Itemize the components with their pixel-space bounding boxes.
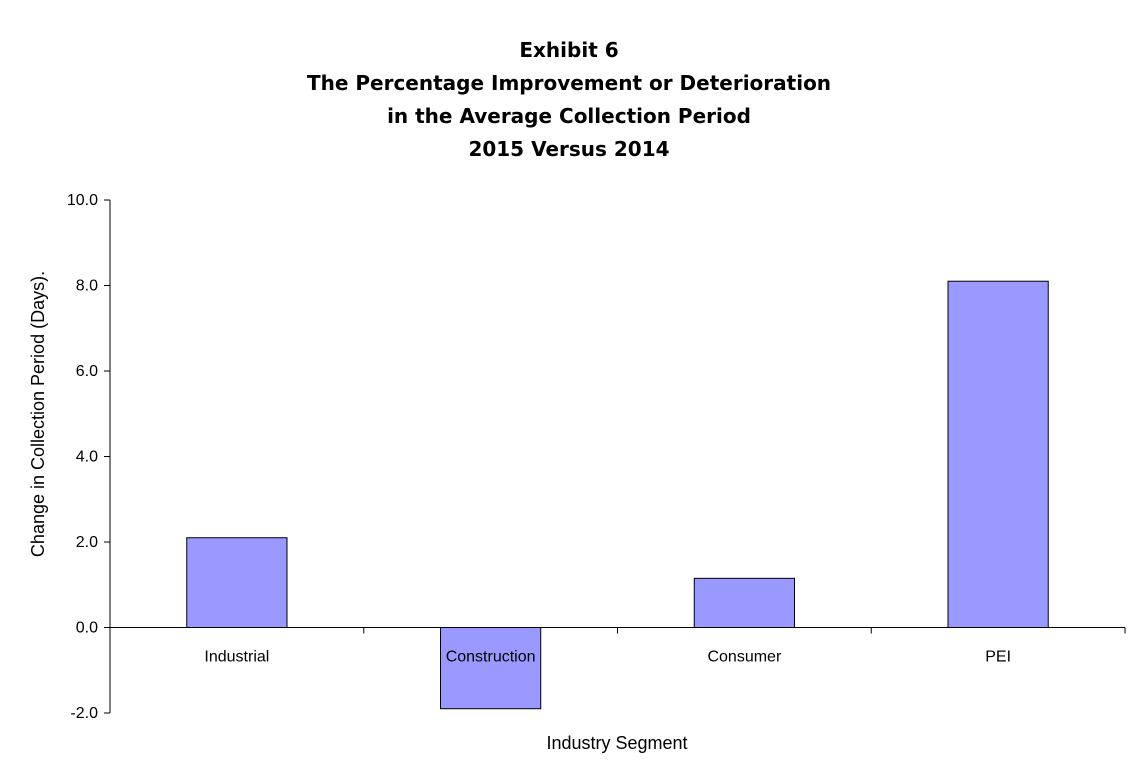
bar-construction <box>440 627 542 710</box>
category-label: Consumer <box>707 649 781 666</box>
y-tick-label: 10.0 <box>67 192 98 209</box>
chart-title: Exhibit 6 <box>519 38 619 62</box>
chart-title-block: Exhibit 6 The Percentage Improvement or … <box>0 34 1138 166</box>
y-tick-label: 8.0 <box>76 278 98 295</box>
y-tick-label: 4.0 <box>76 449 98 466</box>
category-label: Construction <box>446 649 536 666</box>
x-axis-title: Industry Segment <box>546 733 687 753</box>
y-axis-title: Change in Collection Period (Days). <box>28 271 48 557</box>
chart-title-line-3: in the Average Collection Period <box>387 104 751 128</box>
y-tick-label: -2.0 <box>70 705 98 722</box>
category-label: PEI <box>985 649 1011 666</box>
y-tick-label: 6.0 <box>76 363 98 380</box>
category-label: Industrial <box>204 649 269 666</box>
bar-consumer <box>693 577 795 629</box>
bar-industrial <box>186 537 288 628</box>
chart-title-line-2: The Percentage Improvement or Deteriorat… <box>306 71 832 95</box>
chart-title-line-4: 2015 Versus 2014 <box>468 137 670 161</box>
plot-area: -2.0 0.0 2.0 4.0 6.0 8.0 10.0 Industrial Constru… <box>67 192 1126 722</box>
y-tick-label: 0.0 <box>76 620 98 637</box>
bar-pei <box>947 280 1049 628</box>
y-tick-label: 2.0 <box>76 534 98 551</box>
